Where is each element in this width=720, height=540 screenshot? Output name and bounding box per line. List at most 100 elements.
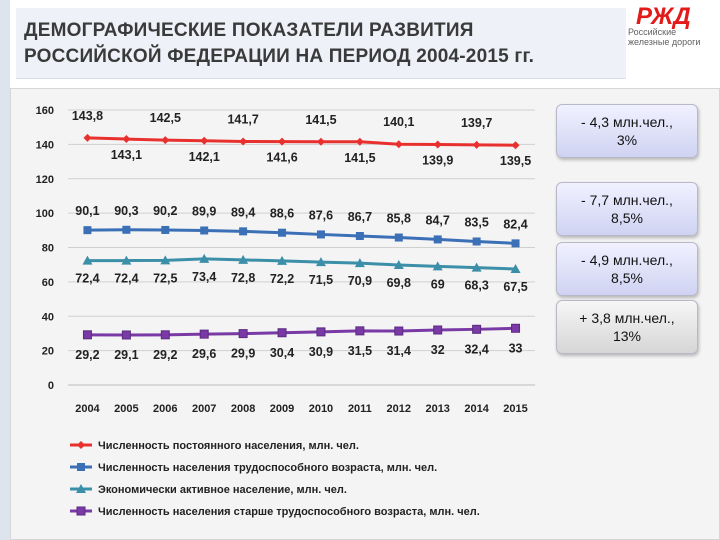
x-tick-label: 2008 xyxy=(231,403,255,415)
legend-label: Численность населения трудоспособного во… xyxy=(98,462,437,474)
data-point xyxy=(199,329,209,339)
data-label: 140,1 xyxy=(383,115,414,129)
callout-text: - 4,9 млн.чел., 8,5% xyxy=(581,252,673,286)
data-point xyxy=(199,253,210,263)
data-label: 29,9 xyxy=(231,347,255,361)
data-label: 141,5 xyxy=(305,113,336,127)
logo-subtitle-1: Российские xyxy=(628,27,677,37)
data-point xyxy=(160,255,171,265)
data-label: 32 xyxy=(431,343,445,357)
data-label: 141,5 xyxy=(344,151,375,165)
data-point xyxy=(393,260,404,270)
data-label: 143,8 xyxy=(72,109,103,123)
x-tick-label: 2013 xyxy=(425,403,449,415)
data-label: 142,1 xyxy=(189,150,220,164)
x-tick-label: 2010 xyxy=(309,403,333,415)
data-point xyxy=(278,137,287,146)
data-point xyxy=(316,137,325,146)
data-label: 143,1 xyxy=(111,148,142,162)
x-tick-label: 2012 xyxy=(387,403,411,415)
data-label: 83,5 xyxy=(464,215,488,229)
x-tick-label: 2006 xyxy=(153,403,177,415)
data-label: 139,9 xyxy=(422,154,453,168)
data-point xyxy=(432,261,443,271)
data-label: 139,5 xyxy=(500,154,531,168)
data-point xyxy=(511,239,520,248)
data-point xyxy=(77,441,85,449)
y-tick-label: 40 xyxy=(42,311,54,323)
callout-population-change: - 4,3 млн.чел., 3% xyxy=(556,104,698,158)
callout-elderly-change: + 3,8 млн.чел., 13% xyxy=(556,300,698,354)
data-label: 33 xyxy=(509,341,523,355)
data-point xyxy=(394,326,404,336)
data-label: 32,4 xyxy=(464,342,488,356)
data-label: 29,2 xyxy=(153,348,177,362)
data-label: 82,4 xyxy=(503,217,527,231)
callout-text: - 4,3 млн.чел., 3% xyxy=(581,114,673,148)
data-point xyxy=(510,263,521,273)
data-point xyxy=(200,136,209,145)
data-point xyxy=(511,323,521,333)
logo-subtitle-2: железные дороги xyxy=(628,37,701,47)
data-point xyxy=(238,254,249,264)
data-label: 72,8 xyxy=(231,271,255,285)
title-box: ДЕМОГРАФИЧЕСКИЕ ПОКАЗАТЕЛИ РАЗВИТИЯ РОСС… xyxy=(16,8,626,79)
data-point xyxy=(355,137,364,146)
data-point xyxy=(238,329,248,339)
data-point xyxy=(83,133,92,142)
data-label: 142,5 xyxy=(150,111,181,125)
data-label: 30,9 xyxy=(309,345,333,359)
data-label: 85,8 xyxy=(387,212,411,226)
x-tick-label: 2011 xyxy=(348,403,372,415)
left-decor-band xyxy=(0,0,10,540)
data-label: 72,5 xyxy=(153,271,177,285)
data-label: 29,6 xyxy=(192,347,216,361)
data-label: 86,7 xyxy=(348,210,372,224)
x-tick-label: 2015 xyxy=(503,403,527,415)
slide-title-line1: ДЕМОГРАФИЧЕСКИЕ ПОКАЗАТЕЛИ РАЗВИТИЯ xyxy=(24,20,474,41)
x-tick-label: 2007 xyxy=(192,403,216,415)
data-point xyxy=(76,484,86,493)
data-point xyxy=(161,136,170,145)
data-point xyxy=(355,231,364,240)
data-label: 141,6 xyxy=(266,151,297,165)
data-point xyxy=(316,327,326,337)
data-point xyxy=(315,257,326,267)
series-line xyxy=(87,257,516,271)
data-label: 87,6 xyxy=(309,208,333,222)
data-point xyxy=(472,140,481,149)
data-label: 31,4 xyxy=(387,344,411,358)
series-line xyxy=(87,228,516,245)
data-point xyxy=(121,330,131,340)
x-tick-label: 2004 xyxy=(75,403,100,415)
data-label: 67,5 xyxy=(503,280,527,294)
data-point xyxy=(239,227,248,236)
data-label: 29,2 xyxy=(75,348,99,362)
data-label: 84,7 xyxy=(426,213,450,227)
data-point xyxy=(472,324,482,334)
y-tick-label: 120 xyxy=(36,174,54,186)
data-label: 89,9 xyxy=(192,204,216,218)
data-point xyxy=(76,506,86,516)
data-label: 30,4 xyxy=(270,346,294,360)
data-point xyxy=(394,140,403,149)
data-label: 29,1 xyxy=(114,348,138,362)
data-label: 73,4 xyxy=(192,270,216,284)
data-point xyxy=(277,255,288,265)
data-point xyxy=(354,258,365,268)
series-line xyxy=(87,326,516,337)
rzd-logo: РЖД xyxy=(636,3,691,30)
data-point xyxy=(316,230,325,239)
data-point xyxy=(433,235,442,244)
data-point xyxy=(433,325,443,335)
data-label: 69,8 xyxy=(387,276,411,290)
data-point xyxy=(355,326,365,336)
data-label: 90,1 xyxy=(75,204,99,218)
data-label: 69 xyxy=(431,277,445,291)
data-point xyxy=(200,226,209,235)
data-point xyxy=(472,237,481,246)
y-tick-label: 80 xyxy=(42,243,54,255)
data-point xyxy=(278,228,287,237)
legend-label: Численность постоянного населения, млн. … xyxy=(98,440,359,452)
